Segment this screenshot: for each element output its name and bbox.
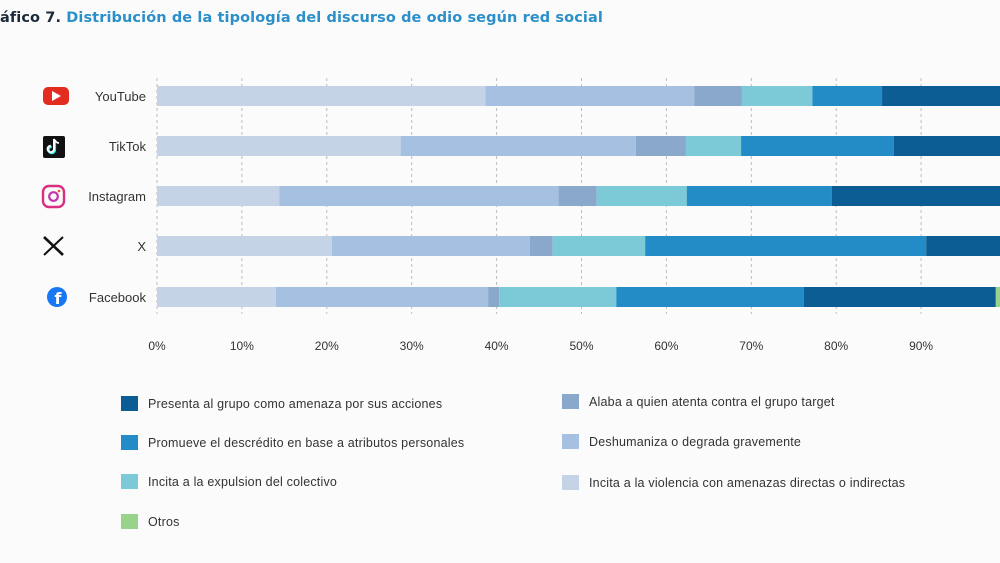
category-label: YouTube (95, 89, 146, 104)
youtube-icon (43, 87, 69, 105)
bar-segment (741, 136, 894, 156)
svg-text:f: f (55, 289, 63, 308)
bar-segment (645, 236, 927, 256)
bar-segment (157, 86, 486, 106)
x-tick-label: 10% (230, 339, 254, 353)
x-tick-label: 80% (824, 339, 848, 353)
bar-segment (331, 236, 530, 256)
bar-segment (488, 287, 500, 307)
bar-segment (275, 287, 489, 307)
x-tick-label: 70% (739, 339, 763, 353)
category-labels: YouTube TikTok Instagram X Facebook (88, 89, 146, 305)
bar-segment (882, 86, 1000, 106)
legend-swatch (562, 434, 579, 449)
bar-segment (694, 86, 742, 106)
x-tick-label: 30% (400, 339, 424, 353)
bar-segment (157, 136, 401, 156)
x-tick-label: 90% (909, 339, 933, 353)
legend-label: Presenta al grupo como amenaza por sus a… (148, 396, 443, 411)
x-tick-label: 40% (485, 339, 509, 353)
legend-item: Promueve el descrédito en base a atribut… (121, 435, 464, 450)
chart-title-prefix: áfico 7. (0, 10, 62, 26)
platform-icons: f (41, 87, 69, 308)
legend-label: Alaba a quien atenta contra el grupo tar… (589, 394, 835, 409)
legend-label: Otros (148, 514, 180, 529)
bar-segment (596, 186, 687, 206)
legend-swatch (562, 394, 579, 409)
legend-label: Promueve el descrédito en base a atribut… (148, 435, 465, 450)
legend-swatch (121, 435, 138, 450)
tiktok-icon (43, 136, 65, 158)
legend-label: Deshumaniza o degrada gravemente (589, 434, 802, 449)
bars (157, 86, 1000, 307)
legend-swatch (121, 474, 138, 489)
chart-title: áfico 7. Distribución de la tipología de… (0, 10, 603, 26)
bar-segment (831, 186, 1000, 206)
instagram-icon (41, 184, 66, 209)
legend-label: Incita a la expulsion del colectivo (148, 474, 338, 489)
x-tick-label: 20% (315, 339, 339, 353)
bar-segment (400, 136, 636, 156)
legend-item: Deshumaniza o degrada gravemente (562, 434, 801, 449)
bar-segment (499, 287, 617, 307)
legend-item: Presenta al grupo como amenaza por sus a… (121, 396, 442, 411)
bar-segment (558, 186, 597, 206)
facebook-icon: f (47, 287, 67, 308)
bar-segment (741, 86, 813, 106)
legend-swatch (121, 396, 138, 411)
bar-segment (803, 287, 996, 307)
bar-segment (995, 287, 1000, 307)
legend-swatch (121, 514, 138, 529)
legend-swatch (562, 475, 579, 490)
category-label: Instagram (88, 189, 146, 204)
legend-label: Incita a la violencia con amenazas direc… (589, 475, 906, 490)
category-label: Facebook (89, 290, 147, 305)
bar-segment (812, 86, 883, 106)
category-label: X (137, 239, 146, 254)
bar-segment (552, 236, 646, 256)
x-tick-label: 0% (148, 339, 166, 353)
bar-segment (157, 236, 332, 256)
bar-segment (529, 236, 553, 256)
bar-segment (279, 186, 559, 206)
x-icon (43, 236, 64, 256)
legend-item: Otros (121, 514, 180, 529)
chart-title-text: Distribución de la tipología del discurs… (66, 10, 603, 26)
bar-segment (686, 186, 832, 206)
x-tick-label: 60% (654, 339, 678, 353)
bar-segment (616, 287, 804, 307)
bar-segment (635, 136, 686, 156)
x-axis-ticks: 0%10%20%30%40%50%60%70%80%90%10 (148, 339, 1000, 353)
bar-segment (157, 186, 280, 206)
category-label: TikTok (109, 139, 147, 154)
legend-item: Alaba a quien atenta contra el grupo tar… (562, 394, 835, 409)
legend-item: Incita a la violencia con amenazas direc… (562, 475, 905, 490)
bar-segment (893, 136, 1000, 156)
bar-segment (685, 136, 742, 156)
bar-segment (926, 236, 1000, 256)
x-tick-label: 50% (569, 339, 593, 353)
bar-segment (485, 86, 695, 106)
legend-item: Incita a la expulsion del colectivo (121, 474, 337, 489)
bar-segment (157, 287, 276, 307)
